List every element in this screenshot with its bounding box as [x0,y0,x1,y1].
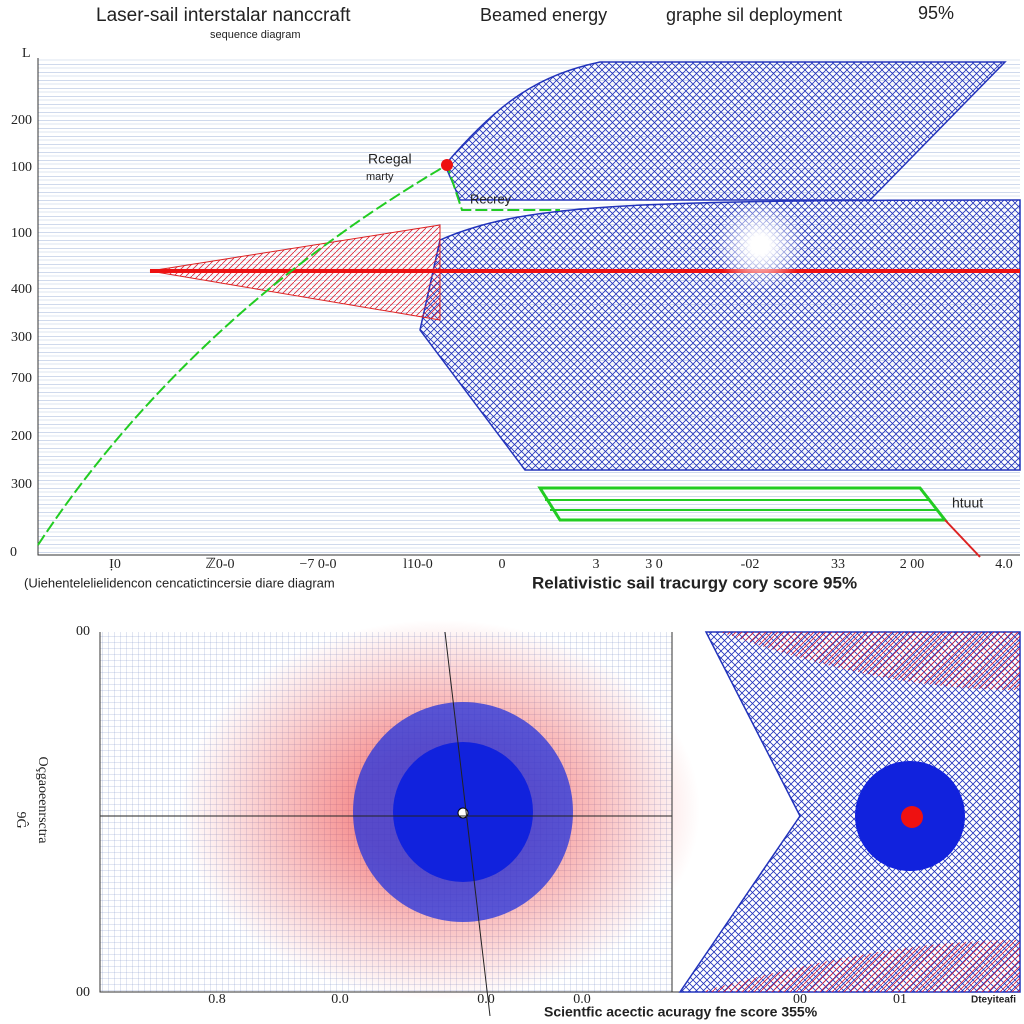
marker [441,159,453,171]
x-label: 0.0 [573,992,591,1007]
label: graphe sil deployment [666,5,842,25]
y-label: 100 [11,160,32,175]
x-label: l10-0 [403,557,433,572]
caption: Relativistic sail tracurgy cory score 95… [532,573,857,592]
corner-label: Dteyiteafi [971,995,1016,1006]
x-label: 2 00 [900,557,925,572]
beam-region [419,199,1021,471]
y-label: 300 [11,330,32,345]
y-label: 00 [76,624,90,639]
corner-label: L [22,46,31,61]
x-label: 01 [893,992,907,1007]
y-labels: 200 100 100 400 300 700 200 300 0 [10,113,32,560]
x-label: 0 [499,557,506,572]
title: Laser-sail interstalar nanccraft [96,5,351,26]
x-label: 3 0 [645,557,663,572]
marker [901,806,923,828]
y-title: 9Ĝ [13,811,30,828]
x-label: 00 [793,992,807,1007]
x-label: -02 [741,557,760,572]
x-label: −7 0-0 [299,557,336,572]
sail-region [444,61,1007,201]
subtitle: sequence diagram [210,29,301,41]
x-labels: 0.8 0.0 0.0 0.0 00 01 [208,992,907,1007]
deploy-band [545,499,938,511]
y-label: 0 [10,545,17,560]
edge-region [700,940,1020,992]
y-label: 300 [11,477,32,492]
y-label: 100 [11,226,32,241]
caption: (Uiehentelelielidencon cencatictincersie… [24,575,335,590]
y-label: 200 [11,429,32,444]
edge-region [720,632,1020,690]
y-label: 400 [11,282,32,297]
crosshair [100,631,672,1017]
x-label: ℤ0-0 [205,557,234,572]
axis [37,58,1020,556]
y-label: 00 [76,985,90,1000]
label: Beamed energy [480,5,607,25]
x-label: 0.8 [208,992,226,1007]
score: 95% [918,3,954,23]
annotation: htuut [952,495,983,511]
x-label: 0.0 [331,992,349,1007]
x-labels: Ị0 ℤ0-0 −7 0-0 l10-0 0 3 3 0 -02 33 2 00… [109,557,1013,572]
x-label: 0.0 [477,992,495,1007]
y-label: 700 [11,371,32,386]
y-title: Oçgaoeenrsctra [35,756,50,844]
caption: Scientfic acectic acuragy fne score 355% [544,1004,818,1020]
trajectory [944,519,981,558]
annotation: marty [366,171,394,183]
annotation: Recrey [470,191,512,206]
x-label: 3 [593,557,600,572]
trajectory [37,163,560,546]
glow [715,200,805,290]
x-label: 33 [831,557,845,572]
annotation: Rcegal [368,151,412,167]
y-label: 200 [11,113,32,128]
x-label: 4.0 [995,557,1013,572]
x-label: Ị0 [109,557,121,572]
